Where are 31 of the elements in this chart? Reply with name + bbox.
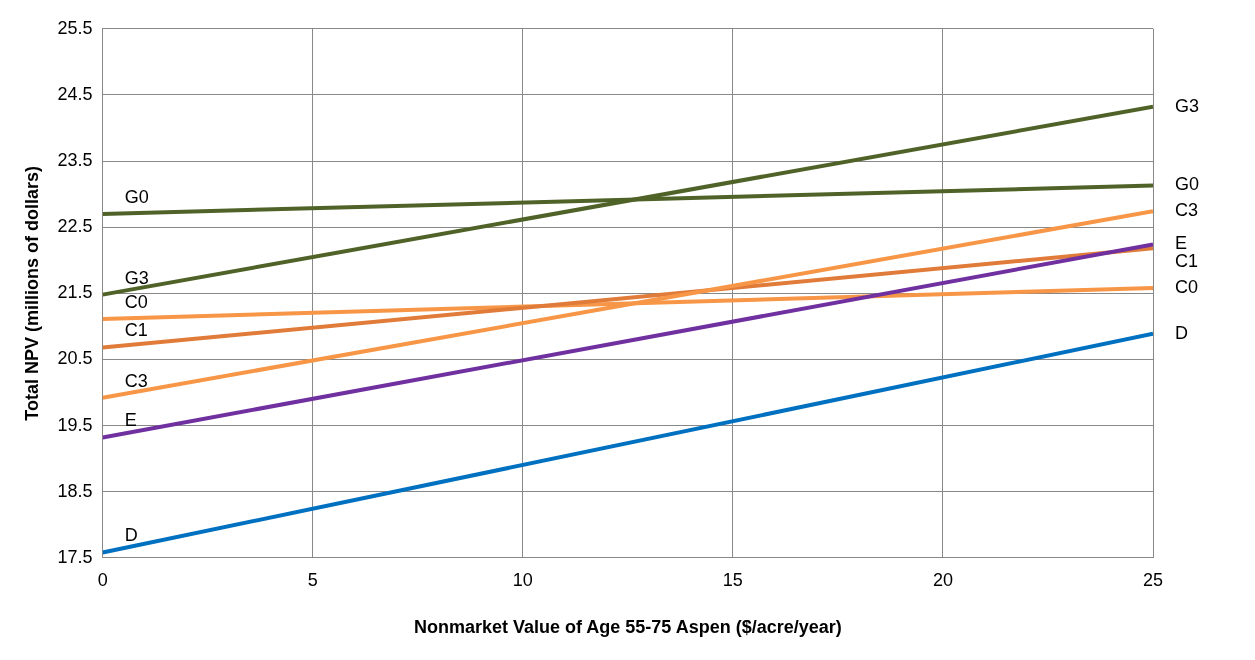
- y-tick-label: 22.5: [57, 216, 93, 237]
- y-tick-label: 23.5: [57, 150, 93, 171]
- text: G0: [1175, 174, 1200, 195]
- series-label: C3: [124, 370, 148, 391]
- series-label: C1: [124, 320, 148, 341]
- text: C0: [1175, 276, 1199, 297]
- y-tick-label: 25.5: [57, 17, 93, 38]
- series-label: D: [124, 525, 138, 546]
- x-axis-title: Nonmarket Value of Age 55-75 Aspen ($/acre/year): [413, 617, 842, 638]
- x-tick-label: 10: [512, 569, 533, 590]
- text: E: [1175, 233, 1188, 254]
- series-label: E: [124, 410, 137, 431]
- x-tick-label: 15: [722, 569, 743, 590]
- y-tick-label: 24.5: [57, 83, 93, 104]
- x-tick-label: 20: [932, 569, 953, 590]
- y-tick-label: 18.5: [57, 480, 93, 501]
- y-tick-label: 20.5: [57, 348, 93, 369]
- text: G3: [1175, 95, 1200, 116]
- x-tick-label: 5: [307, 569, 318, 590]
- text: C1: [1175, 251, 1199, 272]
- text: C3: [1175, 200, 1199, 221]
- y-tick-label: 17.5: [57, 546, 93, 567]
- y-tick-label: 21.5: [57, 282, 93, 303]
- series-label: C0: [124, 292, 148, 313]
- series-label: G0: [124, 186, 149, 207]
- series-label: G3: [124, 267, 149, 288]
- y-tick-label: 19.5: [57, 414, 93, 435]
- text: D: [1175, 322, 1188, 343]
- x-tick-label: 25: [1142, 569, 1164, 590]
- y-axis-title: Total NPV (millions of dollars): [21, 165, 42, 421]
- x-tick-label: 0: [97, 569, 108, 590]
